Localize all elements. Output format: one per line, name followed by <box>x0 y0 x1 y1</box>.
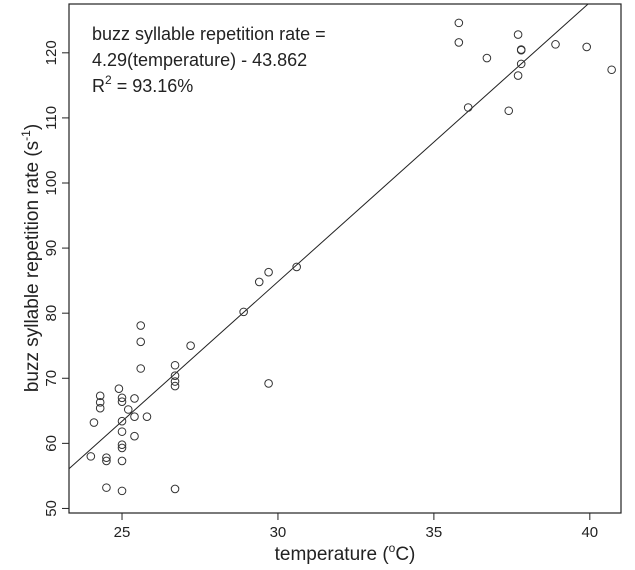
data-point <box>142 412 152 421</box>
data-point <box>239 307 248 317</box>
y-tick-label: 90 <box>43 240 60 257</box>
data-point <box>292 262 301 272</box>
data-point <box>95 398 105 407</box>
data-point <box>454 18 464 28</box>
regression-line <box>68 3 589 470</box>
data-point <box>95 391 105 401</box>
annotation-line-2: 4.29(temperature) - 43.862 <box>92 50 307 70</box>
data-point <box>117 427 127 436</box>
data-point <box>136 337 146 347</box>
x-axis-title: temperature (oC) <box>275 541 416 565</box>
data-point <box>264 267 273 277</box>
data-point <box>607 65 616 75</box>
data-point <box>102 453 111 462</box>
data-point <box>102 483 111 492</box>
x-tick-label: 35 <box>426 524 443 541</box>
x-tick-label: 25 <box>114 524 131 541</box>
data-point <box>516 59 526 69</box>
data-point <box>504 106 514 116</box>
y-tick-label: 120 <box>43 40 60 65</box>
data-point <box>86 452 96 461</box>
data-point <box>117 393 127 403</box>
data-point <box>123 405 133 414</box>
data-point <box>170 360 180 370</box>
data-point <box>136 364 146 373</box>
y-tick-label: 110 <box>43 106 60 130</box>
data-point <box>102 456 111 466</box>
data-point <box>95 403 105 413</box>
data-point <box>582 42 591 52</box>
data-point <box>89 418 99 427</box>
data-point <box>551 40 560 49</box>
annotation-line-3: R2 = 93.16% <box>92 73 193 96</box>
data-point <box>114 384 124 393</box>
data-point <box>117 486 127 496</box>
data-point <box>170 381 180 391</box>
x-tick-label: 30 <box>270 524 287 541</box>
plot-frame <box>68 3 622 514</box>
data-point <box>117 456 127 466</box>
data-point <box>130 412 139 421</box>
y-tick-label: 80 <box>43 305 60 322</box>
data-point <box>454 38 464 47</box>
y-tick-label: 60 <box>43 435 60 452</box>
regression-annotation: buzz syllable repetition rate = 4.29(tem… <box>92 24 326 96</box>
data-point <box>254 277 264 287</box>
y-tick-label: 100 <box>43 170 60 195</box>
data-point <box>513 30 523 39</box>
data-point <box>117 416 127 426</box>
y-tick-label: 50 <box>43 500 60 517</box>
data-point <box>117 440 127 449</box>
data-point <box>117 397 127 406</box>
data-point <box>186 341 195 351</box>
data-point <box>170 377 180 386</box>
y-tick-label: 70 <box>43 370 60 387</box>
data-point <box>170 371 180 380</box>
data-point <box>117 443 127 453</box>
annotation-line-1: buzz syllable repetition rate = <box>92 24 326 44</box>
data-point <box>482 53 492 63</box>
data-point <box>170 484 180 494</box>
y-axis-title: buzz syllable repetition rate (s-1) <box>19 124 43 392</box>
data-point <box>513 71 523 80</box>
data-point <box>130 431 139 441</box>
data-point <box>264 379 273 388</box>
data-point <box>136 321 146 330</box>
data-point <box>516 45 526 55</box>
data-point <box>463 103 473 112</box>
x-tick-label: 40 <box>581 524 598 541</box>
data-point <box>130 394 139 403</box>
